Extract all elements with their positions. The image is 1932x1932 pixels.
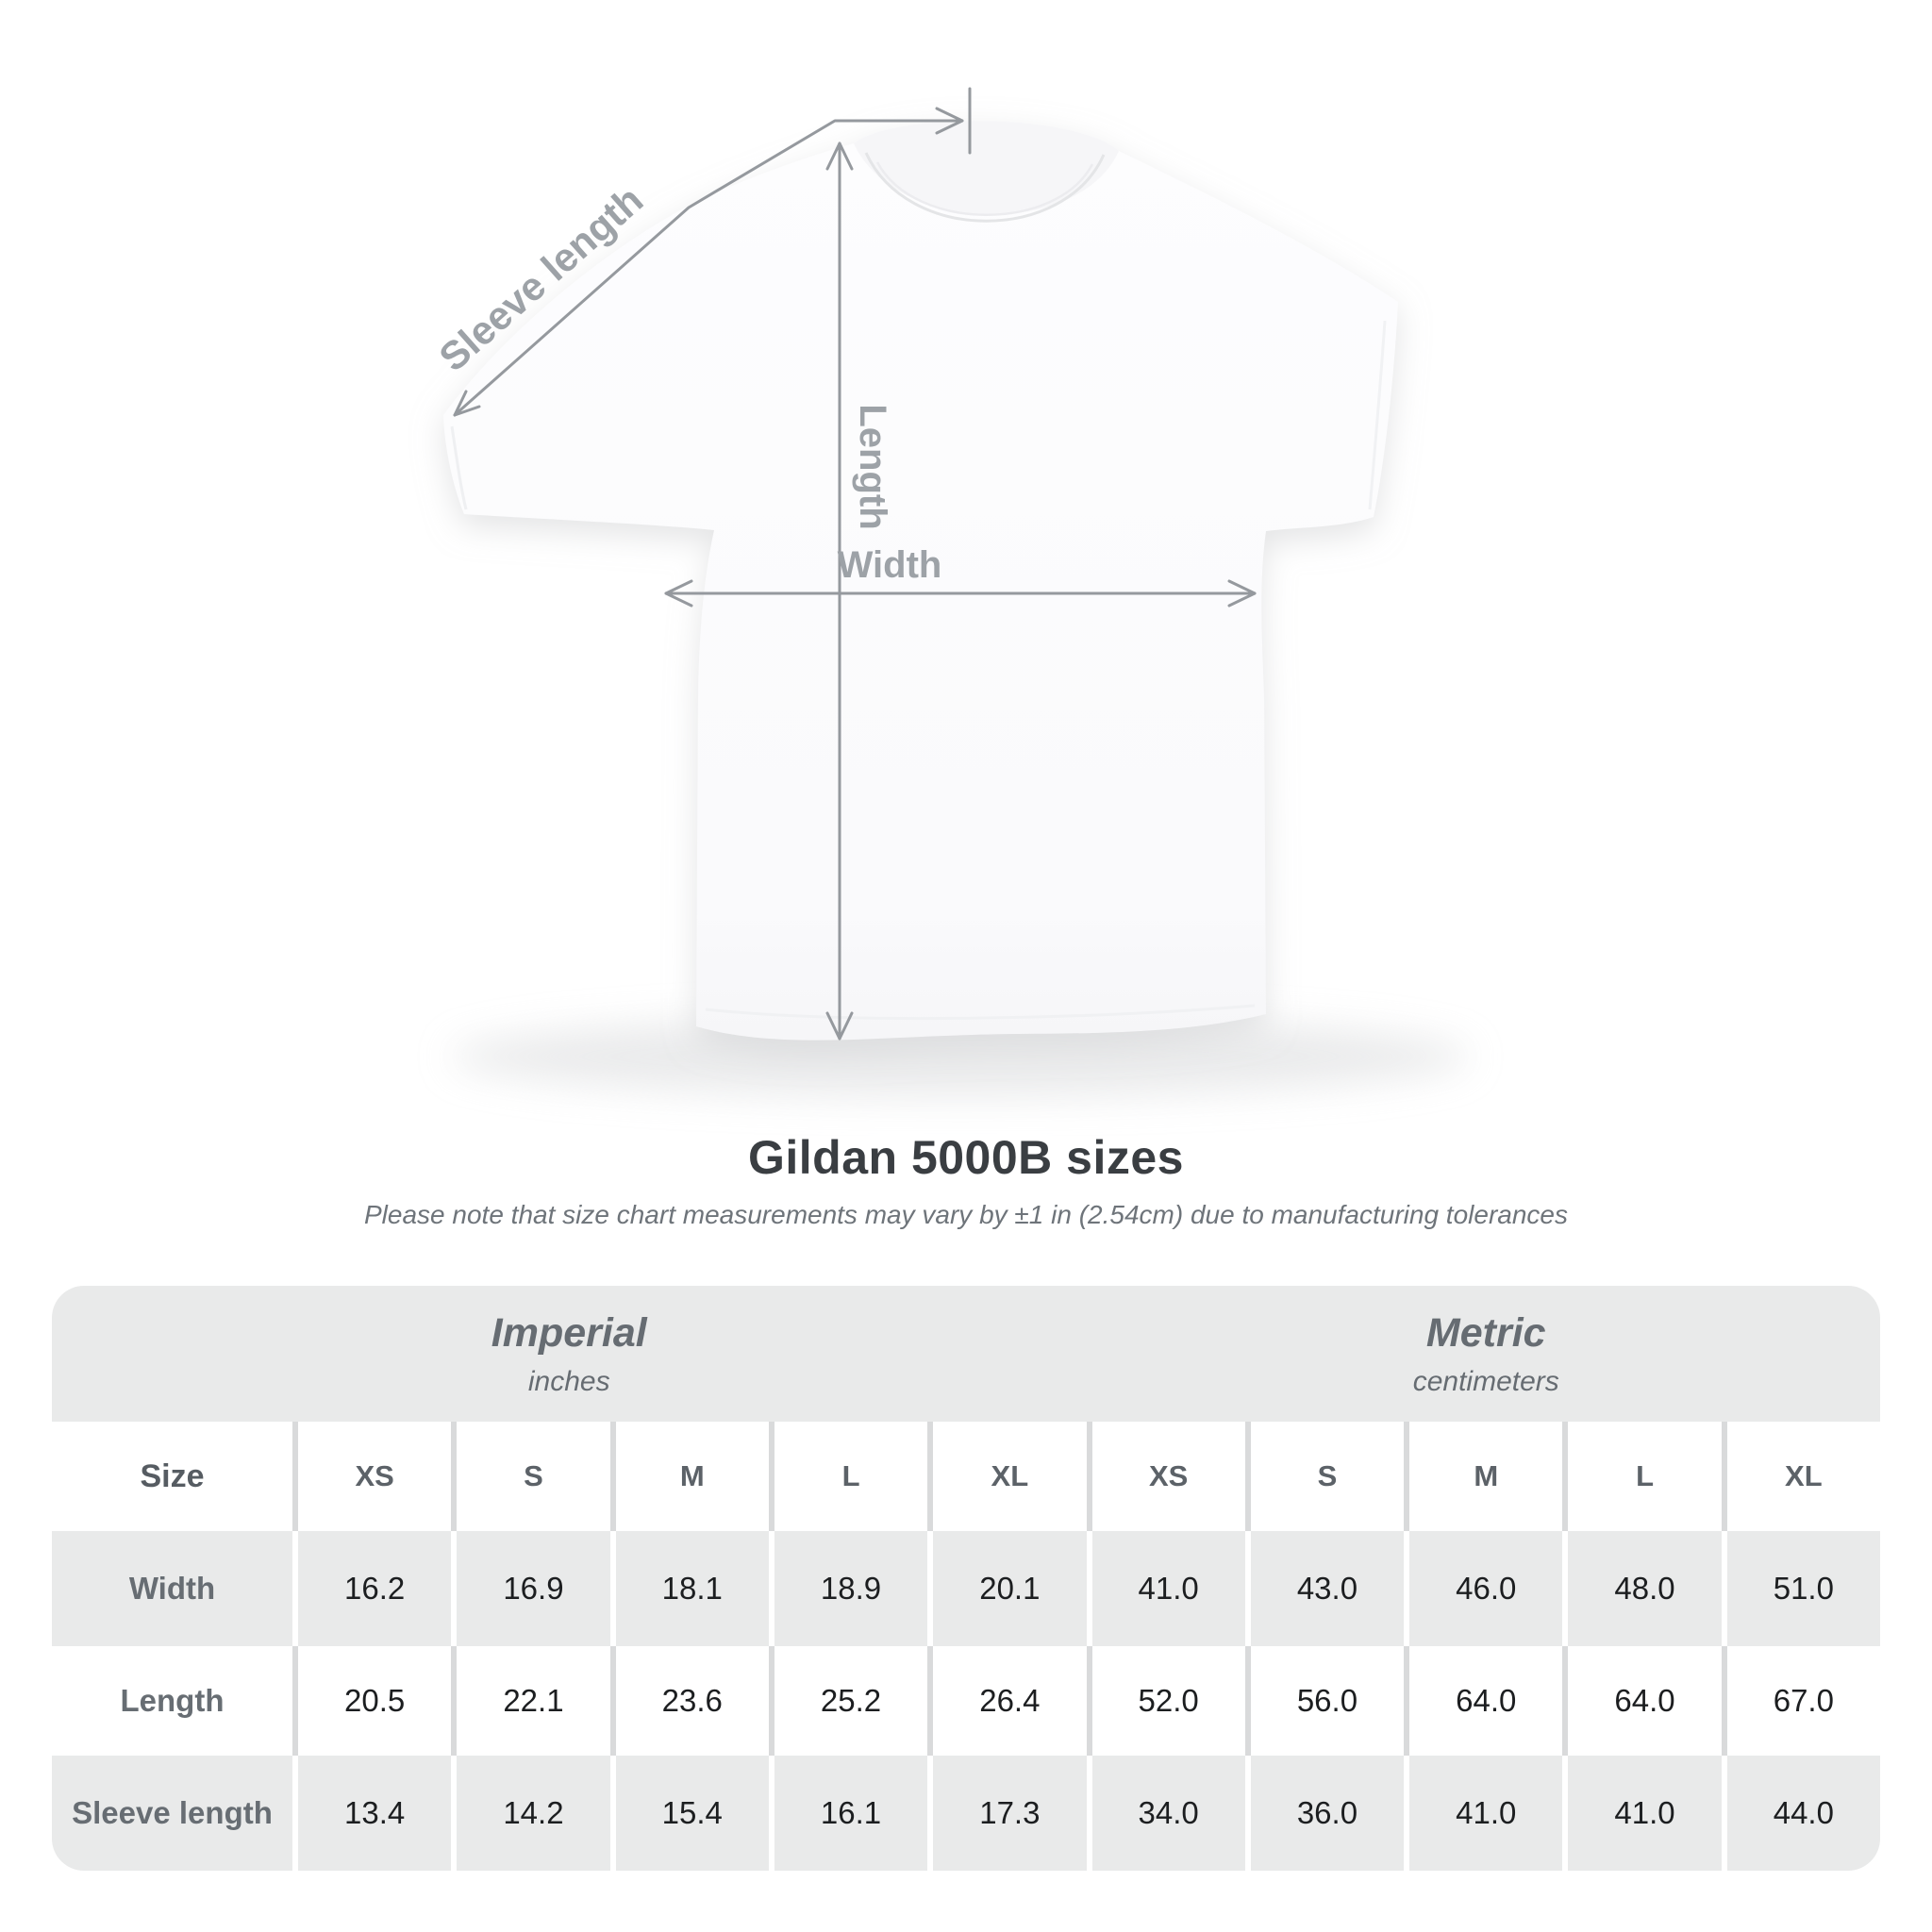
table-cell: 41.0 [1409, 1756, 1563, 1871]
table-row-width: Width 16.2 16.9 18.1 18.9 20.1 41.0 43.0… [52, 1531, 1880, 1646]
table-cell: 51.0 [1726, 1531, 1880, 1646]
table-cell: 20.1 [933, 1531, 1087, 1646]
table-cell: 48.0 [1568, 1531, 1722, 1646]
table-cell: 16.2 [298, 1531, 452, 1646]
table-row-length: Length 20.5 22.1 23.6 25.2 26.4 52.0 56.… [52, 1646, 1880, 1756]
table-cell: 23.6 [615, 1646, 769, 1756]
collar-opening [854, 121, 1119, 215]
table-cell: 15.4 [615, 1756, 769, 1871]
tolerance-note: Please note that size chart measurements… [364, 1200, 1568, 1229]
row-label: Length [52, 1646, 292, 1756]
metric-unit: centimeters [1412, 1365, 1559, 1397]
table-cell: 44.0 [1726, 1756, 1880, 1871]
table-cell: 16.1 [774, 1756, 928, 1871]
tshirt-body [443, 121, 1398, 1041]
imperial-unit: inches [527, 1365, 610, 1397]
table-cell: 36.0 [1250, 1756, 1405, 1871]
table-cell: 41.0 [1091, 1531, 1245, 1646]
right-sleeve-crease [1368, 320, 1387, 510]
column-header: M [1409, 1422, 1563, 1531]
table-cell: 20.5 [298, 1646, 452, 1756]
table-cell: 43.0 [1250, 1531, 1405, 1646]
table-row-sleeve-length: Sleeve length 13.4 14.2 15.4 16.1 17.3 3… [52, 1756, 1880, 1871]
metric-group-header: Metric centimeters [1092, 1286, 1881, 1422]
column-header: XL [933, 1422, 1087, 1531]
table-cell: 64.0 [1409, 1646, 1563, 1756]
tshirt-measurement-diagram: Sleeve length Length Width [430, 87, 1470, 1096]
unit-group-header: Imperial inches Metric centimeters [52, 1286, 1880, 1422]
tshirt-ground-shadow [451, 1017, 1470, 1096]
row-label: Sleeve length [52, 1756, 292, 1871]
imperial-label: Imperial [491, 1309, 647, 1356]
table-cell: 14.2 [457, 1756, 610, 1871]
column-header: S [457, 1422, 610, 1531]
size-header-row: Size XS S M L XL XS S M L XL [52, 1422, 1880, 1531]
width-left-arrowhead [664, 579, 693, 608]
table-cell: 34.0 [1091, 1756, 1245, 1871]
size-column-header: Size [52, 1422, 292, 1531]
collar-inner-line [875, 161, 1094, 216]
table-cell: 18.1 [615, 1531, 769, 1646]
table-cell: 67.0 [1726, 1646, 1880, 1756]
column-header: XS [298, 1422, 452, 1531]
column-header: S [1250, 1422, 1405, 1531]
table-cell: 16.9 [457, 1531, 610, 1646]
table-cell: 41.0 [1568, 1756, 1722, 1871]
length-label: Length [852, 404, 893, 529]
table-cell: 22.1 [457, 1646, 610, 1756]
column-header: L [1568, 1422, 1722, 1531]
column-header: XS [1091, 1422, 1245, 1531]
length-top-arrowhead [825, 142, 854, 171]
table-cell: 46.0 [1409, 1531, 1563, 1646]
table-cell: 26.4 [933, 1646, 1087, 1756]
page-title: Gildan 5000B sizes [747, 1131, 1184, 1184]
table-cell: 18.9 [774, 1531, 928, 1646]
size-table: Imperial inches Metric centimeters Size … [52, 1286, 1880, 1871]
top-right-arrowhead [935, 107, 964, 135]
column-header: XL [1726, 1422, 1880, 1531]
table-cell: 56.0 [1250, 1646, 1405, 1756]
table-cell: 25.2 [774, 1646, 928, 1756]
row-label: Width [52, 1531, 292, 1646]
table-cell: 64.0 [1568, 1646, 1722, 1756]
length-bottom-arrowhead [825, 1011, 854, 1041]
table-cell: 17.3 [933, 1756, 1087, 1871]
width-label: Width [838, 544, 942, 586]
column-header: M [615, 1422, 769, 1531]
left-sleeve-crease [450, 425, 468, 510]
sleeve-arrowhead [453, 390, 481, 417]
table-cell: 13.4 [298, 1756, 452, 1871]
collar-rib-seam [864, 152, 1106, 223]
table-cell: 52.0 [1091, 1646, 1245, 1756]
width-right-arrowhead [1227, 579, 1257, 608]
column-header: L [774, 1422, 928, 1531]
hem-seam [705, 1004, 1256, 1021]
sleeve-dimension-line [453, 119, 964, 417]
imperial-group-header: Imperial inches [52, 1286, 1087, 1422]
metric-label: Metric [1425, 1309, 1546, 1356]
